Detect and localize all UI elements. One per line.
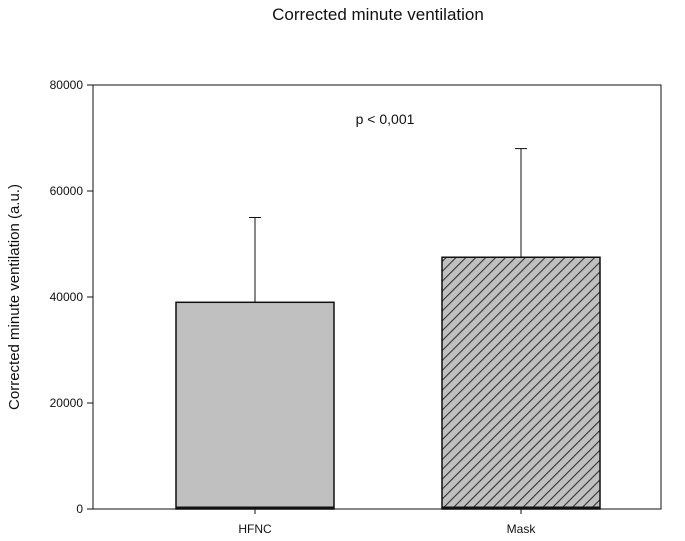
y-tick-label: 20000 [50, 396, 84, 410]
y-tick-label: 80000 [50, 78, 84, 92]
y-axis-ticks: 0 20000 40000 60000 80000 [50, 78, 93, 516]
bar-hfnc [175, 301, 335, 510]
y-tick-label: 60000 [50, 184, 84, 198]
plot-marks [175, 148, 601, 510]
bar-mask [441, 256, 601, 510]
x-tick-label: Mask [507, 522, 537, 536]
y-axis-label: Corrected minute ventilation (a.u.) [6, 184, 23, 410]
x-tick-label: HFNC [238, 522, 272, 536]
x-axis-ticks: HFNC Mask [238, 509, 536, 536]
y-tick-label: 40000 [50, 290, 84, 304]
p-value-annotation: p < 0,001 [356, 111, 415, 127]
chart-title: Corrected minute ventilation [272, 5, 484, 24]
y-tick-label: 0 [76, 502, 83, 516]
